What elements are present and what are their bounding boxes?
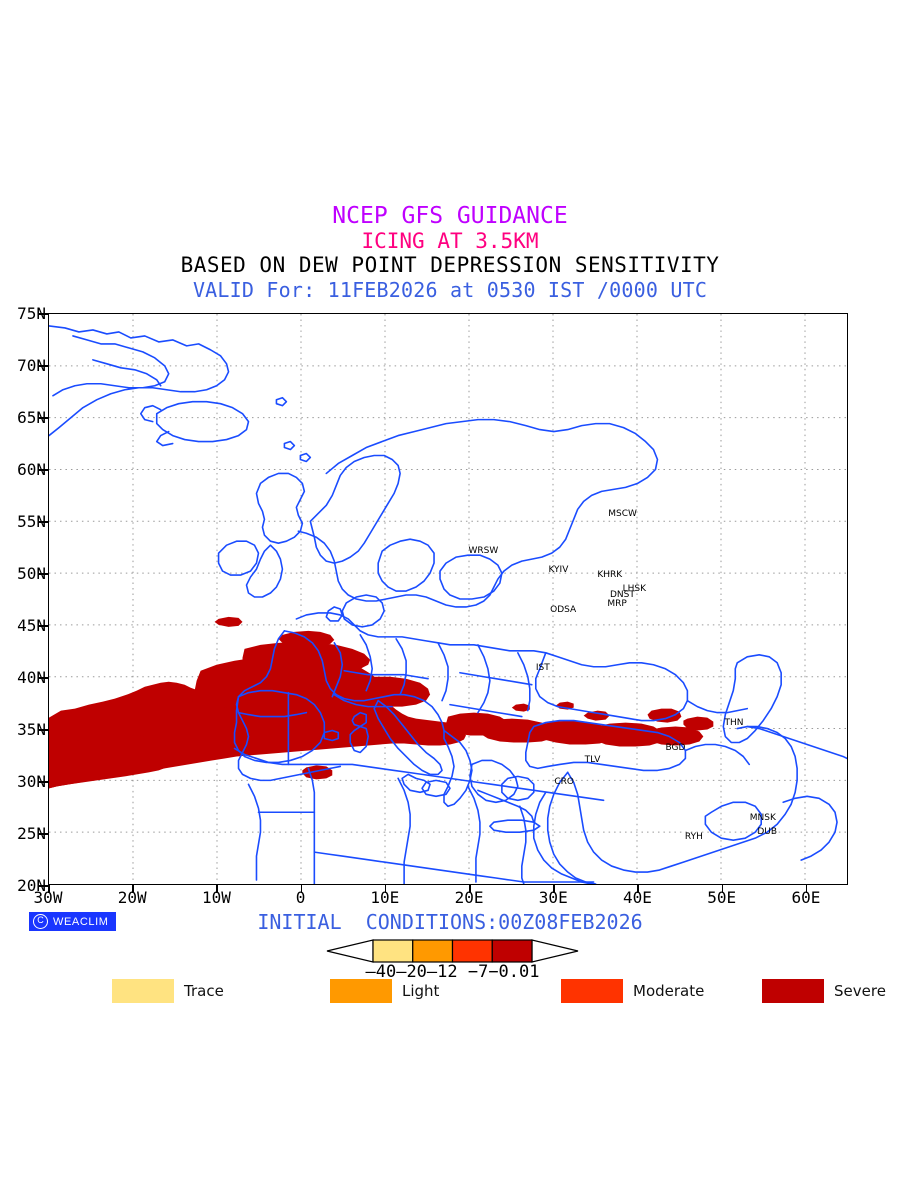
city-label-dnst: DNST [609,589,635,600]
city-label-dub: DUB [757,826,778,837]
x-tick-mark [300,885,303,893]
city-label-thn: THN [724,717,744,728]
city-label-mrp: MRP [607,599,627,610]
x-tick-mark [553,885,555,893]
title-block: NCEP GFS GUIDANCE ICING AT 3.5KM BASED O… [0,204,900,303]
y-tick-mark [39,781,48,783]
y-tick-label: 30N [17,772,46,791]
x-tick-label: 0 [295,888,306,907]
x-tick-label: 10E [370,888,400,907]
title-method: BASED ON DEW POINT DEPRESSION SENSITIVIT… [180,253,720,277]
x-tick-mark [132,885,134,893]
legend-swatch-severe [762,979,824,1003]
y-tick-mark [39,365,48,367]
city-label-kyiv: KYIV [548,564,569,575]
y-tick-label: 20N [17,876,46,895]
legend-item-moderate: Moderate [561,978,704,1004]
y-tick-mark [39,625,48,627]
weaclim-watermark: C WEACLIM [29,912,116,931]
x-tick-mark [721,885,724,893]
map-plot-area: MSCW WRSW KYIV KHRK LHSK DNST MRP ODSA IST THN BGD… [48,313,848,885]
y-tick-mark [39,729,48,731]
x-tick-mark [805,885,808,893]
legend-label-moderate: Moderate [633,982,705,1000]
legend-swatch-light [330,979,392,1003]
colorbar-svg [326,939,579,963]
x-tick-mark [469,885,471,893]
map-canvas [49,314,847,884]
x-tick-label: 40E [623,888,652,907]
colorbar-segment [372,939,414,963]
x-tick-label: 10W [201,888,231,907]
y-tick-mark [39,417,48,419]
x-tick-label: 60E [791,888,821,907]
y-tick-label: 35N [17,720,46,739]
legend-label-trace: Trace [184,982,224,1000]
city-label-mnsk: MNSK [749,813,776,824]
x-tick-mark [384,885,387,893]
x-tick-mark [216,885,218,893]
weaclim-label: WEACLIM [53,915,109,928]
y-tick-mark [39,833,48,835]
city-label-tlv: TLV [584,755,601,766]
colorbar-segment [412,939,454,963]
x-tick-mark [637,885,639,893]
title-product: ICING AT 3.5KM [361,229,539,253]
legend-item-severe: Severe [762,978,886,1004]
city-label-odsa: ODSA [550,605,577,616]
city-label-bgd: BGD [665,742,686,753]
y-tick-label: 45N [17,616,46,635]
legend-item-trace: Trace [112,978,224,1004]
map-coastlines [49,325,847,884]
title-valid-time: VALID For: 11FEB2026 at 0530 IST /0000 U… [192,278,708,302]
x-tick-label: 30W [33,888,63,907]
y-tick-label: 55N [17,512,46,531]
y-tick-label: 25N [17,824,46,843]
legend-label-severe: Severe [834,982,886,1000]
y-tick-label: 60N [17,460,46,479]
city-label-lhsk: LHSK [622,583,646,594]
y-tick-mark [39,521,48,523]
colorbar-extend-high [531,939,579,963]
city-label-khrk: KHRK [597,570,623,581]
city-label-cro: CRO [554,777,574,787]
x-tick-label: 20W [117,888,147,907]
y-tick-mark [39,885,48,887]
colorbar-segment [451,939,493,963]
colorbar-extend-low [326,939,374,963]
legend-swatch-moderate [561,979,623,1003]
category-legend: Trace Light Moderate Severe [0,978,900,1008]
colorbar-tick-labels: ‒40‒20‒12 −7−0.01 [365,962,540,982]
x-tick-mark [48,885,50,893]
copyright-icon: C [33,914,48,929]
legend-label-light: Light [402,982,440,1000]
y-tick-label: 50N [17,564,46,583]
y-tick-mark [39,313,48,315]
y-tick-mark [39,677,48,679]
y-tick-mark [39,469,48,471]
map-gridlines [49,314,847,884]
x-tick-label: 30E [538,888,568,907]
legend-swatch-trace [112,979,174,1003]
title-model: NCEP GFS GUIDANCE [332,203,568,229]
legend-item-light: Light [330,978,439,1004]
y-tick-label: 40N [17,668,46,687]
y-tick-label: 70N [17,356,46,375]
colorbar-segment [491,939,533,963]
city-label-ist: IST [535,662,550,673]
city-label-mscw: MSCW [608,508,637,519]
colorbar [325,938,580,964]
y-tick-label: 65N [17,408,46,427]
x-tick-label: 50E [707,888,737,907]
x-tick-label: 20E [454,888,484,907]
city-label-wrsw: WRSW [468,546,499,557]
colorbar-segments [372,939,533,963]
y-tick-mark [39,573,48,575]
city-label-ryh: RYH [684,832,703,843]
initial-conditions-text: INITIAL CONDITIONS:00Z08FEB2026 [257,910,643,934]
y-tick-label: 75N [17,304,46,323]
